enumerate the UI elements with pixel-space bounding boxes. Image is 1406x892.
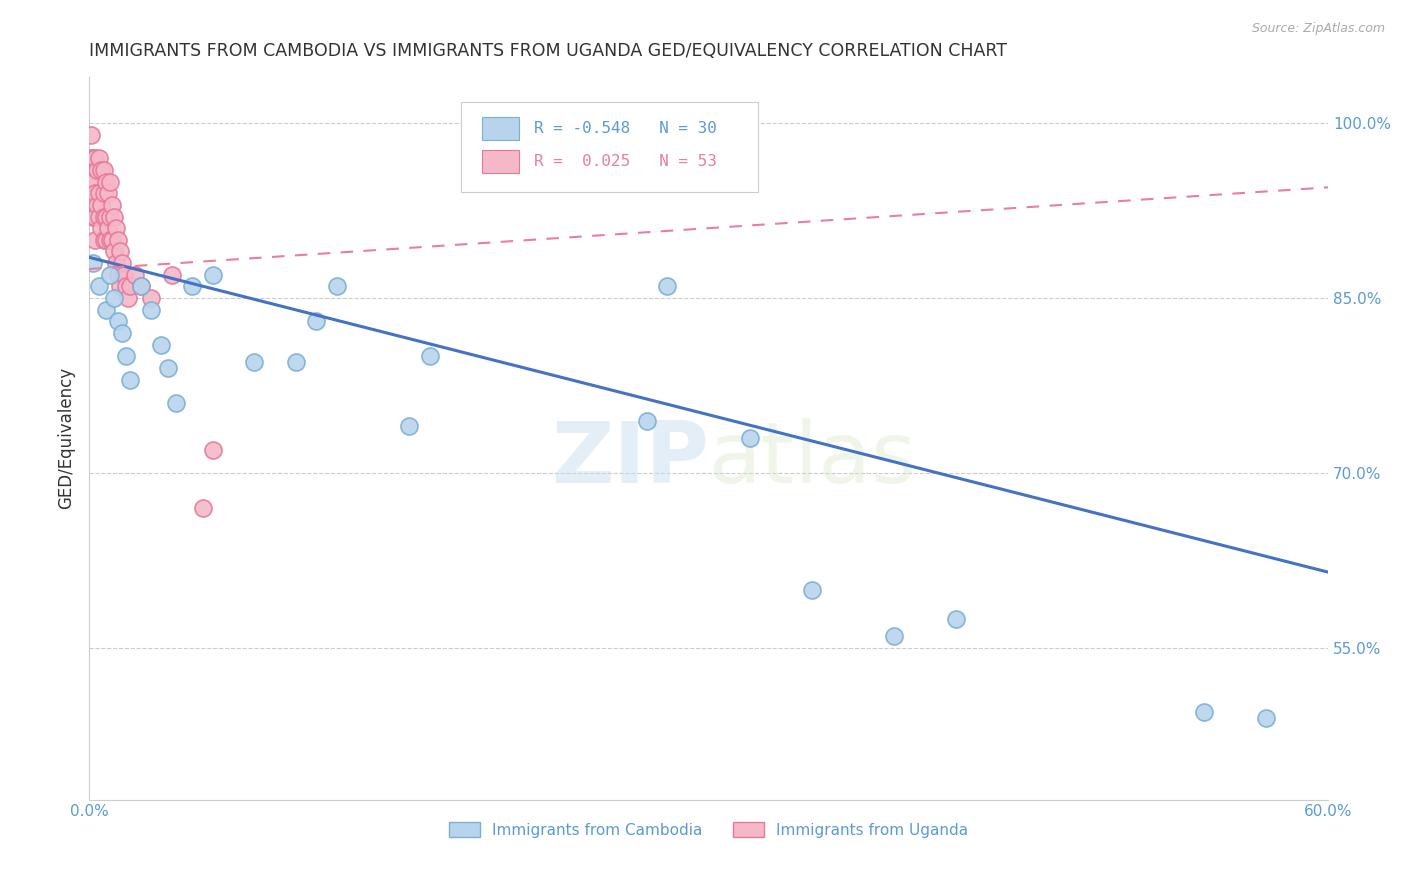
Legend: Immigrants from Cambodia, Immigrants from Uganda: Immigrants from Cambodia, Immigrants fro…	[443, 815, 974, 844]
Point	[636, 413, 658, 427]
Point	[156, 361, 179, 376]
Point	[84, 186, 107, 201]
Point	[111, 256, 134, 270]
FancyBboxPatch shape	[461, 102, 758, 193]
Point	[90, 162, 112, 177]
Point	[1192, 705, 1215, 719]
FancyBboxPatch shape	[482, 117, 519, 140]
Text: R = -0.548   N = 30: R = -0.548 N = 30	[534, 121, 717, 136]
Text: Source: ZipAtlas.com: Source: ZipAtlas.com	[1251, 22, 1385, 36]
Point	[243, 355, 266, 369]
Point	[98, 268, 121, 282]
Point	[657, 279, 679, 293]
Point	[107, 233, 129, 247]
Point	[129, 279, 152, 293]
Point	[82, 210, 104, 224]
Point	[129, 279, 152, 293]
Point	[86, 198, 108, 212]
Point	[107, 314, 129, 328]
Point	[120, 279, 142, 293]
Point	[115, 350, 138, 364]
Point	[89, 279, 111, 293]
Point	[98, 210, 121, 224]
Point	[112, 268, 135, 282]
Text: atlas: atlas	[709, 418, 917, 501]
Point	[86, 162, 108, 177]
Point	[94, 210, 117, 224]
Point	[108, 279, 131, 293]
Point	[201, 268, 224, 282]
Point	[150, 338, 173, 352]
Point	[97, 221, 120, 235]
Point	[883, 629, 905, 643]
Point	[117, 291, 139, 305]
Point	[165, 396, 187, 410]
Point	[80, 175, 103, 189]
Point	[108, 244, 131, 259]
Point	[82, 151, 104, 165]
Point	[738, 431, 761, 445]
Point	[284, 355, 307, 369]
Point	[97, 186, 120, 201]
Point	[93, 186, 115, 201]
Point	[120, 373, 142, 387]
Point	[800, 582, 823, 597]
Point	[89, 151, 111, 165]
Text: IMMIGRANTS FROM CAMBODIA VS IMMIGRANTS FROM UGANDA GED/EQUIVALENCY CORRELATION C: IMMIGRANTS FROM CAMBODIA VS IMMIGRANTS F…	[89, 42, 1007, 60]
Point	[201, 442, 224, 457]
Point	[93, 210, 115, 224]
Point	[1256, 711, 1278, 725]
Point	[101, 233, 124, 247]
Point	[98, 233, 121, 247]
Point	[93, 233, 115, 247]
Point	[80, 128, 103, 142]
Point	[93, 162, 115, 177]
Point	[419, 350, 441, 364]
Text: ZIP: ZIP	[551, 418, 709, 501]
Point	[94, 233, 117, 247]
Point	[80, 162, 103, 177]
Point	[103, 244, 125, 259]
Point	[80, 198, 103, 212]
Point	[103, 210, 125, 224]
Point	[82, 175, 104, 189]
Point	[84, 210, 107, 224]
Point	[89, 210, 111, 224]
Point	[160, 268, 183, 282]
Text: R =  0.025   N = 53: R = 0.025 N = 53	[534, 154, 717, 169]
Point	[111, 326, 134, 340]
Point	[191, 501, 214, 516]
Point	[945, 612, 967, 626]
Point	[139, 291, 162, 305]
Point	[305, 314, 328, 328]
Point	[101, 198, 124, 212]
Point	[94, 175, 117, 189]
Point	[326, 279, 349, 293]
Point	[398, 419, 420, 434]
Point	[94, 302, 117, 317]
Point	[84, 233, 107, 247]
Point	[84, 151, 107, 165]
Point	[98, 175, 121, 189]
Point	[124, 268, 146, 282]
Point	[181, 279, 204, 293]
Point	[104, 256, 127, 270]
Point	[90, 221, 112, 235]
Point	[107, 268, 129, 282]
Point	[139, 302, 162, 317]
Point	[103, 291, 125, 305]
Point	[82, 256, 104, 270]
FancyBboxPatch shape	[482, 151, 519, 173]
Point	[115, 279, 138, 293]
Y-axis label: GED/Equivalency: GED/Equivalency	[58, 367, 75, 509]
Point	[104, 221, 127, 235]
Point	[89, 186, 111, 201]
Point	[90, 198, 112, 212]
Point	[80, 151, 103, 165]
